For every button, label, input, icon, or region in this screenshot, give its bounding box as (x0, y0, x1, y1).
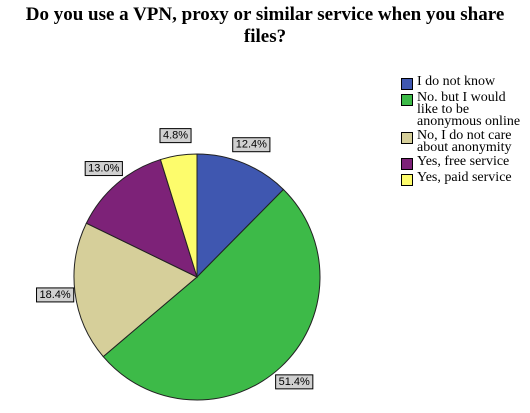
legend-item: Yes, free service (401, 154, 527, 170)
pie-slice (159, 153, 198, 278)
data-label-box (36, 287, 75, 303)
legend-label: No. but I would like to be anonymous onl… (417, 90, 521, 129)
legend-swatch (401, 132, 413, 144)
data-label: 4.8% (159, 128, 192, 144)
data-label: 51.4% (275, 374, 314, 390)
data-label-text: 18.4% (40, 289, 71, 301)
legend-swatch (401, 78, 413, 90)
legend-label: Yes, paid service (417, 170, 512, 185)
legend-swatch (401, 94, 413, 106)
chart-title: Do you use a VPN, proxy or similar servi… (25, 4, 505, 47)
legend: I do not know No. but I would like to be … (401, 74, 527, 188)
data-label-box (275, 374, 314, 390)
data-label-text: 4.8% (163, 130, 188, 142)
legend-swatch (401, 158, 413, 170)
data-label-text: 12.4% (236, 139, 267, 151)
legend-label: I do not know (417, 74, 496, 89)
data-label-box (159, 128, 192, 144)
pie-slice (196, 153, 285, 279)
legend-swatch (401, 174, 413, 186)
data-label-text: 51.4% (279, 376, 310, 388)
legend-item: I do not know (401, 74, 527, 90)
legend-item: Yes, paid service (401, 170, 527, 186)
pie-slice (102, 188, 321, 401)
legend-item: No, I do not care about anonymity (401, 128, 527, 155)
data-label-text: 13.0% (88, 162, 119, 174)
legend-label: Yes, free service (417, 154, 510, 169)
data-label: 18.4% (36, 287, 75, 303)
pie-slice (73, 222, 198, 358)
data-label: 12.4% (232, 137, 271, 153)
data-label: 13.0% (84, 161, 123, 177)
data-label-box (84, 161, 123, 177)
legend-item: No. but I would like to be anonymous onl… (401, 90, 527, 129)
data-label-box (232, 137, 271, 153)
legend-label: No, I do not care about anonymity (417, 128, 512, 155)
